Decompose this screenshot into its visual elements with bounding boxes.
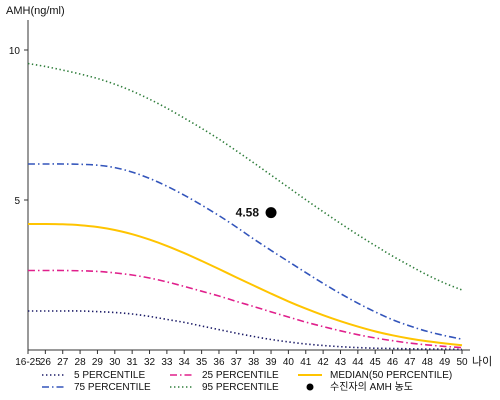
legend-label: 25 PERCENTILE [202, 370, 279, 381]
series-lines [27, 62, 463, 351]
x-axis-title: 나이 [472, 355, 492, 368]
legend-item: 5 PERCENTILE [42, 370, 145, 381]
x-tick-label: 43 [335, 357, 347, 368]
y-axis-title: AMH(ng/ml) [6, 5, 65, 17]
y-axis-ticks: 5 10 [9, 46, 28, 207]
x-tick-label: 32 [144, 357, 156, 368]
legend-label: 75 PERCENTILE [74, 382, 151, 393]
legend-item: 75 PERCENTILE [42, 382, 151, 393]
x-tick-label: 37 [231, 357, 243, 368]
y-tick-label: 5 [14, 196, 20, 207]
x-tick-label: 35 [196, 357, 208, 368]
x-tick-label: 16-25 [15, 357, 41, 368]
patient-amh-value-label: 4.58 [236, 206, 260, 220]
x-tick-label: 41 [300, 357, 312, 368]
legend-label: 수진자의 AMH 농도 [330, 381, 413, 393]
x-tick-label: 44 [352, 357, 364, 368]
legend-item: 수진자의 AMH 농도 [306, 381, 413, 393]
x-tick-label: 47 [404, 357, 416, 368]
series-line-3 [28, 163, 463, 340]
series-line-4 [27, 62, 463, 291]
x-tick-label: 39 [265, 357, 277, 368]
x-tick-label: 29 [92, 357, 104, 368]
x-tick-label: 26 [40, 357, 52, 368]
legend-item: 95 PERCENTILE [170, 382, 279, 393]
patient-amh-point [265, 207, 277, 219]
x-tick-label: 48 [422, 357, 434, 368]
x-tick-label: 50 [456, 357, 468, 368]
series-line-0 [28, 310, 463, 351]
series-line-1 [27, 269, 463, 349]
legend-label: MEDIAN(50 PERCENTILE) [330, 370, 452, 381]
x-tick-label: 46 [387, 357, 399, 368]
x-tick-label: 49 [439, 357, 451, 368]
legend-swatch [306, 383, 314, 391]
x-tick-label: 36 [213, 357, 225, 368]
x-tick-label: 42 [318, 357, 330, 368]
legend-label: 5 PERCENTILE [74, 370, 145, 381]
x-tick-label: 28 [75, 357, 87, 368]
legend-label: 95 PERCENTILE [202, 382, 279, 393]
legend-item: MEDIAN(50 PERCENTILE) [298, 370, 452, 381]
x-tick-label: 31 [127, 357, 139, 368]
y-tick-label: 10 [9, 46, 21, 57]
x-tick-label: 27 [57, 357, 69, 368]
patient-point-layer: 4.58 [236, 206, 277, 220]
x-tick-label: 40 [283, 357, 295, 368]
series-line-2 [27, 222, 463, 347]
legend: 5 PERCENTILE 25 PERCENTILE MEDIAN(50 PERCE… [42, 370, 452, 393]
x-tick-label: 45 [370, 357, 382, 368]
x-tick-label: 33 [161, 357, 173, 368]
x-tick-label: 34 [179, 357, 191, 368]
x-tick-label: 30 [109, 357, 121, 368]
x-axis-ticks: 16-25 26 27 28 29 30 31 32 33 34 35 36 37 38 39 40 41 42 4… [15, 350, 468, 368]
legend-item: 25 PERCENTILE [170, 370, 279, 381]
x-tick-label: 38 [248, 357, 260, 368]
